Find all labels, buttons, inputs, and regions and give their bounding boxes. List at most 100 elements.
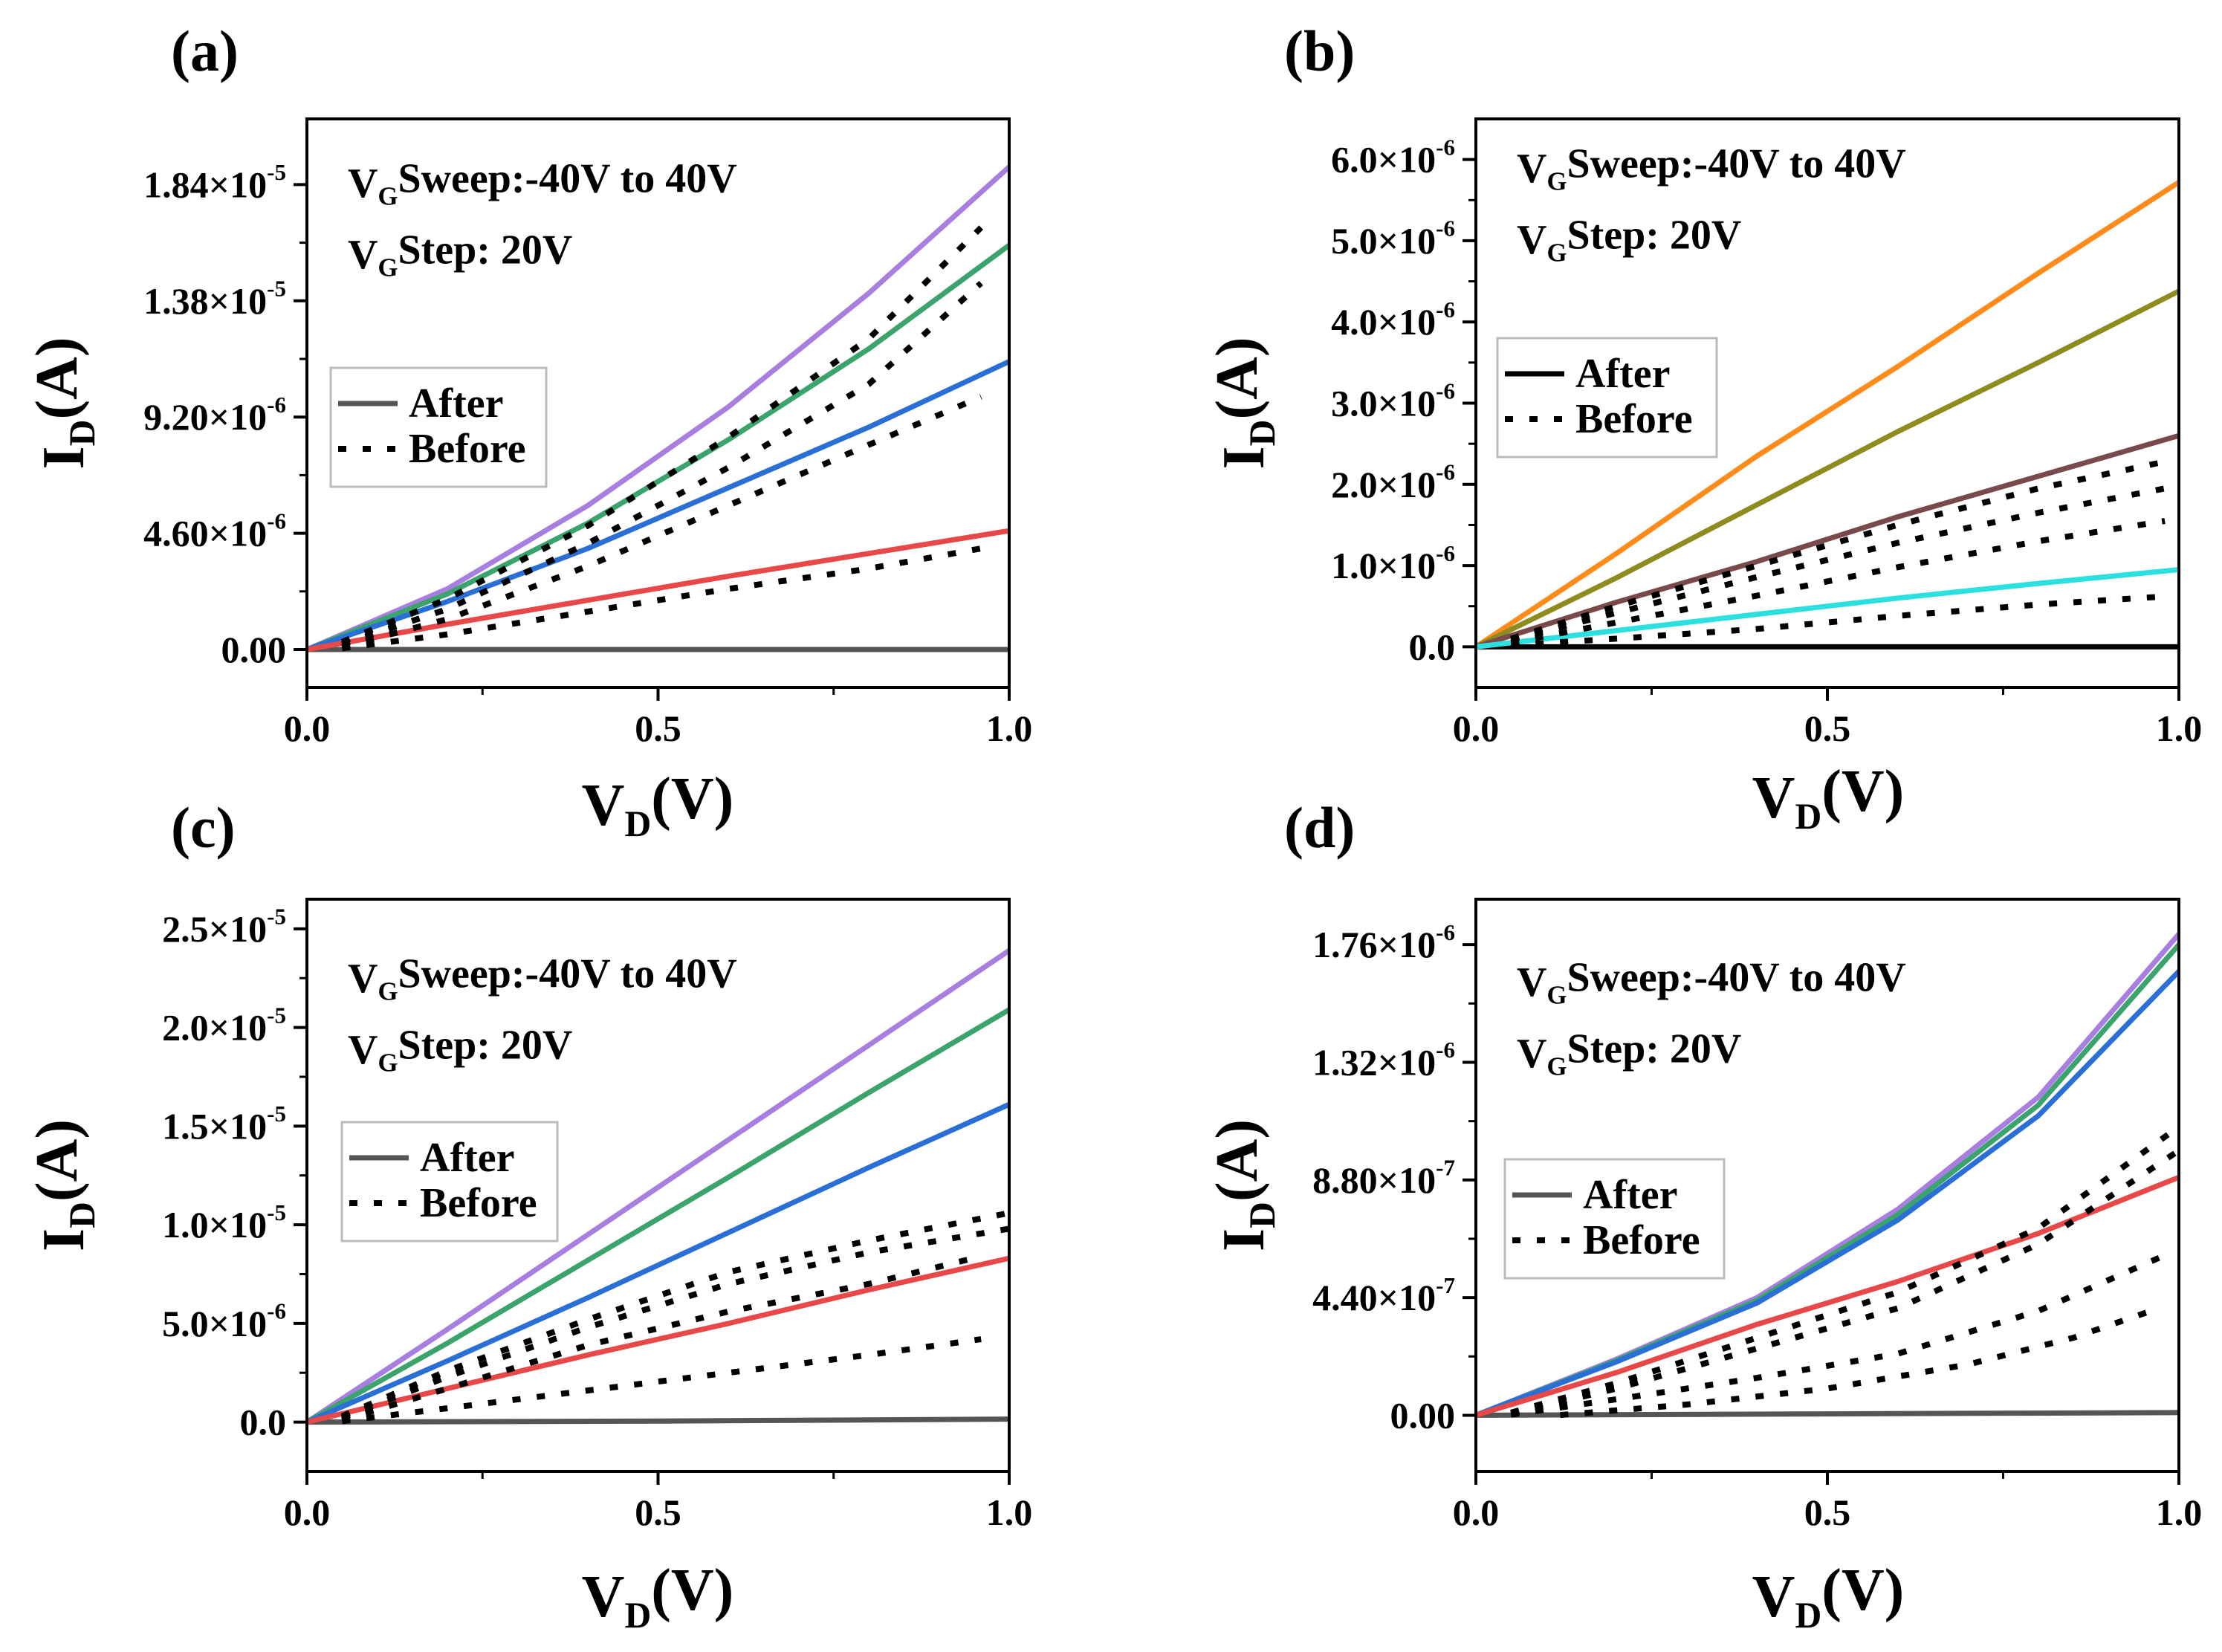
x-tick-label: 0.5 [1804, 707, 1851, 749]
legend-after-label: After [1575, 351, 1670, 397]
series-group [307, 948, 1009, 1425]
x-tick-label: 1.0 [986, 707, 1033, 749]
y-tick-label-part: 8.80×10 [1312, 1159, 1436, 1201]
annotation-step-part: Step: 20V [1567, 1026, 1741, 1072]
panel-title-part: (d) [1284, 795, 1355, 860]
annotation-sweep-part: Sweep:-40V to 40V [398, 951, 736, 997]
y-tick-label: 0.0 [1409, 626, 1456, 667]
panel-title: (b) [1284, 19, 1355, 83]
y-tick-label: 5.0×10-6 [162, 1298, 286, 1344]
series-line [307, 1101, 1009, 1425]
x-tick-label-part: 0.0 [1453, 707, 1500, 749]
annotation-step-part: Step: 20V [398, 1023, 572, 1069]
series-line [1476, 567, 2179, 650]
y-axis-label-part: (A) [1205, 337, 1270, 419]
legend-after-label-part: After [409, 380, 503, 427]
x-axis-label-part: (V) [651, 1558, 733, 1623]
y-tick-label-part: 1.5×10 [162, 1105, 267, 1147]
y-tick-label: 0.0 [240, 1402, 287, 1443]
series-line [307, 242, 1009, 652]
y-tick-label-exponent: -7 [1436, 1272, 1455, 1298]
x-axis-label-subscript: D [1795, 796, 1821, 837]
y-tick-label-part: 1.38×10 [143, 280, 267, 322]
x-axis-label-part: (V) [651, 766, 733, 832]
x-tick-label-part: 0.0 [284, 707, 331, 749]
x-axis-label-subscript: D [624, 803, 651, 844]
y-axis-label-part: (A) [1205, 1119, 1270, 1202]
y-tick-label-exponent: -5 [267, 276, 286, 302]
panel-title: (d) [1284, 795, 1355, 860]
panel-b: 0.0 0.5 1.00.01.0×10-62.0×10-63.0×10-64.0×… [1205, 19, 2202, 837]
series-line [307, 358, 1009, 652]
panel-title: (a) [171, 19, 239, 83]
legend-after-label-part: After [420, 1135, 514, 1181]
y-axis-label-part: I [31, 1228, 97, 1251]
x-axis-label-part: (V) [1821, 759, 1904, 824]
annotation-step: VGStep: 20V [348, 1023, 572, 1078]
x-tick-label-part: 0.0 [284, 1491, 331, 1533]
x-tick-label-part: 0.5 [1804, 707, 1851, 749]
panel-a: 0.0 0.5 1.00.004.60×10-69.20×10-61.38×10-5… [25, 19, 1032, 844]
y-tick-label-part: 5.0×10 [1331, 220, 1436, 262]
y-axis-label-part: I [1211, 1228, 1277, 1251]
y-tick-label: 4.60×10-6 [143, 508, 286, 554]
y-tick-label-exponent: -6 [267, 392, 286, 418]
y-tick-label-part: 5.0×10 [162, 1303, 267, 1344]
x-axis-label-part: V [1752, 765, 1795, 831]
y-tick-label-exponent: -6 [1436, 1037, 1455, 1063]
legend-before-label-part: Before [420, 1180, 537, 1226]
y-tick-label: 1.76×10-6 [1312, 919, 1455, 965]
annotation-step-part: Step: 20V [398, 227, 572, 273]
series-line [341, 281, 983, 647]
y-tick-label: 0.00 [1390, 1394, 1456, 1436]
panel-title-part: (a) [171, 19, 239, 83]
x-axis-label: VD(V) [1752, 759, 1905, 837]
y-tick-label: 1.0×10-5 [162, 1199, 286, 1246]
y-tick-label-part: 1.0×10 [1331, 545, 1436, 586]
x-axis-label: VD(V) [582, 1558, 734, 1636]
annotation-sweep-part: V [348, 956, 378, 1002]
y-tick-label-exponent: -6 [1436, 134, 1455, 160]
legend-before-label: Before [1583, 1217, 1700, 1263]
annotation-sweep-subscript: G [1546, 980, 1567, 1009]
annotation-sweep-subscript: G [1546, 166, 1567, 195]
y-axis-label-part: I [31, 446, 97, 469]
series-line [307, 1416, 1009, 1425]
series-line [307, 948, 1009, 1425]
annotation-step-subscript: G [378, 1048, 398, 1077]
y-axis-label: ID(A) [25, 1119, 103, 1251]
y-axis-label-part: (A) [25, 1119, 90, 1202]
legend-box [1503, 1158, 1726, 1280]
y-tick-label: 4.40×10-7 [1312, 1272, 1455, 1318]
legend-box [340, 1121, 559, 1243]
annotation-sweep-subscript: G [378, 976, 398, 1005]
series-line [307, 1007, 1009, 1425]
series-line [1510, 485, 2166, 644]
y-tick-label: 2.5×10-5 [162, 904, 286, 950]
y-tick-label: 4.0×10-6 [1331, 297, 1455, 343]
x-tick-label: 0.0 [284, 707, 331, 749]
series-group [1476, 179, 2179, 650]
series-line [1476, 1410, 2179, 1418]
y-tick-label: 2.0×10-5 [162, 1002, 286, 1048]
x-tick-label-part: 0.5 [635, 707, 681, 749]
annotation-step-subscript: G [1546, 238, 1567, 267]
legend-before-label: Before [1575, 396, 1693, 442]
y-tick-label-exponent: -6 [1436, 216, 1455, 242]
legend-after-label: After [420, 1135, 514, 1181]
series-line [307, 528, 1009, 652]
series-line [1510, 459, 2166, 642]
annotation-step-subscript: G [378, 253, 398, 282]
y-axis-label: ID(A) [1205, 1119, 1283, 1251]
annotation-step-part: Step: 20V [1567, 213, 1741, 259]
y-axis-label: ID(A) [1205, 337, 1283, 469]
y-tick-label-part: 4.0×10 [1331, 301, 1436, 343]
legend-before-label: Before [420, 1180, 537, 1226]
legend-after-label-part: After [1575, 351, 1670, 397]
x-tick-label-part: 0.5 [1804, 1491, 1851, 1533]
annotation-step-part: V [348, 232, 378, 278]
annotation-sweep-part: V [348, 161, 378, 207]
y-tick-label-part: 0.0 [1409, 626, 1456, 667]
x-tick-label: 0.5 [635, 1491, 681, 1533]
x-axis-label-part: V [582, 773, 625, 838]
